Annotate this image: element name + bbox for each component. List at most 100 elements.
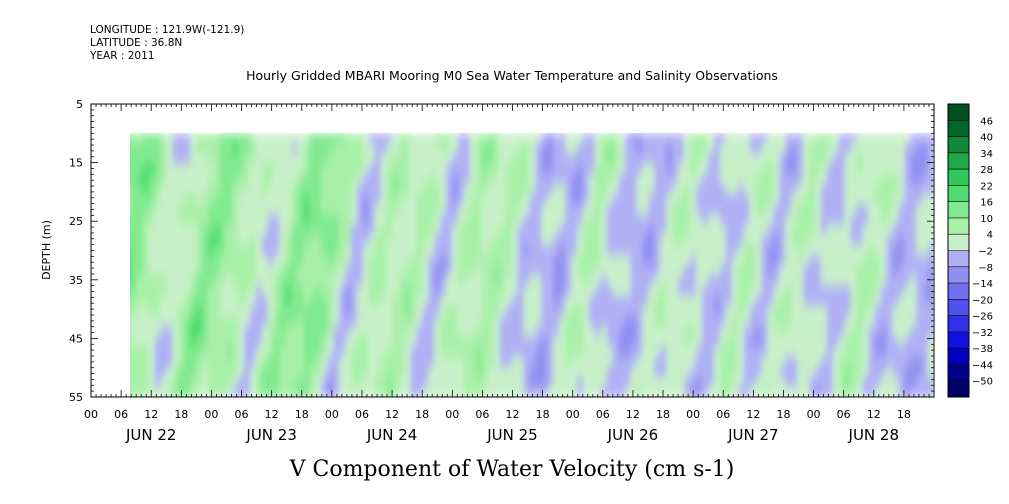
heatmap-cell <box>696 346 703 358</box>
heatmap-cell <box>297 386 305 397</box>
heatmap-cell <box>600 285 608 297</box>
heatmap-cell <box>225 133 233 145</box>
heatmap-cell <box>797 366 805 378</box>
heatmap-cell <box>868 356 876 368</box>
heatmap-cell <box>690 376 697 388</box>
heatmap-cell <box>916 234 923 246</box>
heatmap-cell <box>826 133 834 145</box>
heatmap-cell <box>261 214 269 226</box>
heatmap-cell <box>190 346 198 358</box>
heatmap-cell <box>249 386 257 397</box>
heatmap-cell <box>624 275 632 287</box>
heatmap-cell <box>559 315 567 327</box>
heatmap-cell <box>791 143 799 155</box>
heatmap-cell <box>374 214 382 226</box>
heatmap-cell <box>469 376 477 388</box>
heatmap-cell <box>130 153 138 165</box>
heatmap-cell <box>606 244 614 256</box>
heatmap-cell <box>321 184 329 196</box>
heatmap-cell <box>690 194 697 206</box>
heatmap-cell <box>225 295 233 307</box>
heatmap-cell <box>588 346 596 358</box>
heatmap-cell <box>154 184 162 196</box>
heatmap-cell <box>368 366 376 378</box>
heatmap-cell <box>553 326 561 338</box>
heatmap-cell <box>725 366 733 378</box>
heatmap-cell <box>142 326 150 338</box>
heatmap-cell <box>755 295 763 307</box>
heatmap-cell <box>321 305 329 317</box>
heatmap-cell <box>481 255 489 267</box>
heatmap-cell <box>612 275 620 287</box>
heatmap-cell <box>273 204 281 216</box>
heatmap-cell <box>154 356 162 368</box>
heatmap-cell <box>202 376 210 388</box>
heatmap-cell <box>618 133 626 145</box>
heatmap-cell <box>208 255 215 267</box>
heatmap-cell <box>719 315 727 327</box>
heatmap-cell <box>327 173 334 185</box>
heatmap-cell <box>327 255 334 267</box>
heatmap-cell <box>261 275 269 287</box>
heatmap-cell <box>582 315 590 327</box>
heatmap-cell <box>225 194 233 206</box>
heatmap-cell <box>761 265 769 277</box>
heatmap-cell <box>862 356 870 368</box>
heatmap-cell <box>630 386 638 397</box>
heatmap-cell <box>642 133 650 145</box>
colorbar-label: −44 <box>972 360 993 371</box>
heatmap-cell <box>148 346 156 358</box>
heatmap-cell <box>475 275 483 287</box>
heatmap-cell <box>892 204 900 216</box>
heatmap-cell <box>463 275 471 287</box>
heatmap-cell <box>196 234 204 246</box>
heatmap-cell <box>838 173 846 185</box>
heatmap-cell <box>184 153 192 165</box>
heatmap-cell <box>678 133 686 145</box>
heatmap-cell <box>707 275 715 287</box>
heatmap-cell <box>225 336 233 348</box>
heatmap-cell <box>404 346 412 358</box>
heatmap-cell <box>303 214 311 226</box>
colorbar-swatch <box>948 152 969 170</box>
heatmap-cell <box>481 234 489 246</box>
heatmap-cell <box>523 214 531 226</box>
heatmap-cell <box>571 163 578 175</box>
heatmap-cell <box>785 366 793 378</box>
heatmap-cell <box>600 386 608 397</box>
heatmap-cell <box>410 194 418 206</box>
heatmap-cell <box>362 326 370 338</box>
heatmap-cell <box>910 275 918 287</box>
heatmap-cell <box>898 163 906 175</box>
heatmap-cell <box>249 133 257 145</box>
heatmap-cell <box>309 173 317 185</box>
heatmap-cell <box>666 346 674 358</box>
heatmap-cell <box>237 204 245 216</box>
heatmap-cell <box>493 184 501 196</box>
heatmap-cell <box>743 326 751 338</box>
heatmap-cell <box>225 214 233 226</box>
heatmap-cell <box>261 194 269 206</box>
heatmap-cell <box>577 376 584 388</box>
heatmap-cell <box>820 194 828 206</box>
heatmap-cell <box>208 153 215 165</box>
heatmap-cell <box>434 275 442 287</box>
heatmap-cell <box>755 173 763 185</box>
heatmap-cell <box>422 214 430 226</box>
heatmap-cell <box>809 346 816 358</box>
heatmap-cell <box>398 346 406 358</box>
heatmap-cell <box>565 244 572 256</box>
heatmap-cell <box>719 194 727 206</box>
heatmap-cell <box>202 336 210 348</box>
heatmap-cell <box>856 153 864 165</box>
heatmap-cell <box>261 224 269 236</box>
heatmap-cell <box>594 265 602 277</box>
heatmap-cell <box>273 255 281 267</box>
heatmap-cell <box>231 315 239 327</box>
heatmap-cell <box>696 376 703 388</box>
heatmap-cell <box>648 163 656 175</box>
heatmap-cell <box>333 295 340 307</box>
heatmap-cell <box>719 275 727 287</box>
heatmap-cell <box>499 386 507 397</box>
heatmap-cell <box>850 173 858 185</box>
